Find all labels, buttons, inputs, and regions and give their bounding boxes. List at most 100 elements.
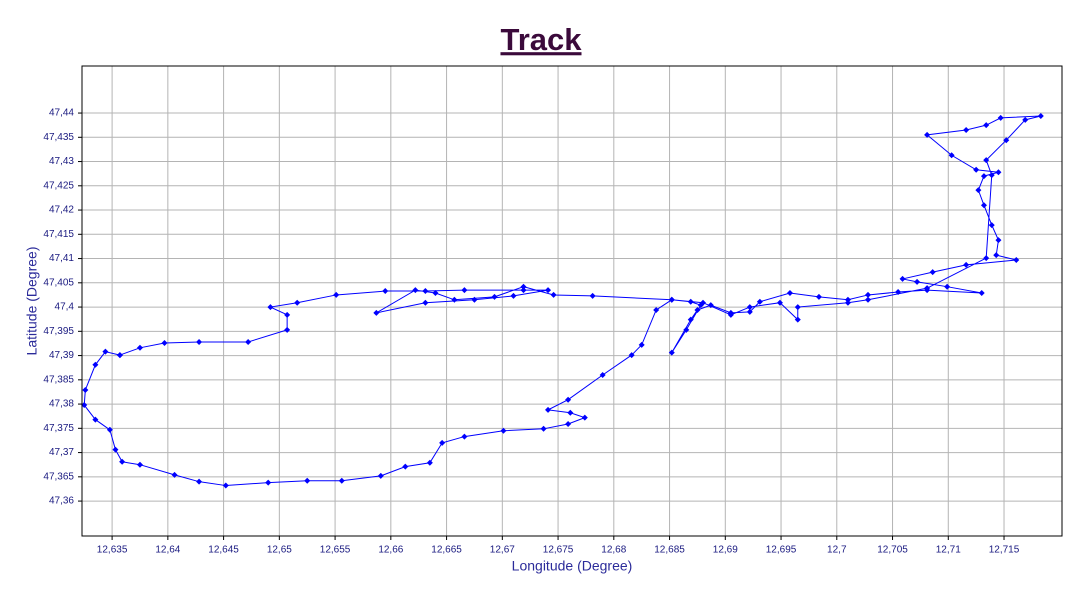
track-point — [265, 479, 272, 486]
track-point — [948, 152, 955, 159]
track-point — [963, 127, 970, 134]
x-tick-label: 12,66 — [378, 545, 403, 556]
track-point — [102, 348, 109, 355]
track-point — [776, 299, 783, 306]
track-point — [786, 289, 793, 296]
y-tick-label: 47,39 — [49, 350, 74, 361]
track-point — [963, 261, 970, 268]
track-point — [112, 446, 119, 453]
track-point — [196, 478, 203, 485]
track-point — [581, 414, 588, 421]
track-point — [520, 287, 527, 294]
y-tick-label: 47,435 — [43, 132, 74, 143]
plot-frame — [81, 65, 1063, 537]
x-tick-label: 12,715 — [989, 545, 1020, 556]
x-tick-label: 12,7 — [827, 545, 847, 556]
track-point — [865, 291, 872, 298]
track-point — [92, 416, 99, 423]
track-point — [565, 420, 572, 427]
track-point — [545, 287, 552, 294]
x-tick-label: 12,71 — [936, 545, 961, 556]
x-tick-label: 12,665 — [431, 545, 462, 556]
y-tick-label: 47,37 — [49, 447, 74, 458]
track-point — [565, 396, 572, 403]
track-point — [746, 304, 753, 311]
x-tick-label: 12,64 — [155, 545, 180, 556]
track-point — [422, 299, 429, 306]
track-point — [1037, 112, 1044, 119]
x-tick-label: 12,65 — [267, 545, 292, 556]
track-point — [119, 458, 126, 465]
track-point — [222, 482, 229, 489]
track-point — [373, 309, 380, 316]
track-point — [284, 311, 291, 318]
track-point — [844, 299, 851, 306]
track-point — [550, 291, 557, 298]
y-tick-label: 47,41 — [49, 253, 74, 264]
track-point — [196, 338, 203, 345]
x-tick-label: 12,69 — [713, 545, 738, 556]
y-tick-label: 47,405 — [43, 277, 74, 288]
track-point — [426, 459, 433, 466]
track-point — [471, 296, 478, 303]
track-point — [980, 173, 987, 180]
track-point — [136, 461, 143, 468]
track-point — [995, 169, 1002, 176]
x-tick-label: 12,705 — [877, 545, 908, 556]
track-point — [993, 252, 1000, 259]
track-point — [377, 472, 384, 479]
track-point — [746, 308, 753, 315]
track-point — [338, 477, 345, 484]
track-point — [668, 296, 675, 303]
track-point — [545, 406, 552, 413]
track-point — [995, 237, 1002, 244]
track-point — [973, 166, 980, 173]
track-point — [895, 289, 902, 296]
track-point — [599, 371, 606, 378]
track-point — [510, 292, 517, 299]
track-point — [1013, 257, 1020, 264]
x-tick-label: 12,635 — [97, 545, 128, 556]
track-point — [540, 425, 547, 432]
track-point — [638, 341, 645, 348]
y-tick-label: 47,42 — [49, 205, 74, 216]
y-tick-label: 47,36 — [49, 496, 74, 507]
track-point — [422, 288, 429, 295]
track-point — [461, 287, 468, 294]
track-point — [491, 293, 498, 300]
y-tick-label: 47,425 — [43, 180, 74, 191]
track-point — [997, 114, 1004, 121]
track-point — [756, 298, 763, 305]
chart-title: Track — [500, 22, 582, 57]
track-point — [567, 409, 574, 416]
track-point — [81, 402, 88, 409]
track-point — [82, 387, 89, 394]
track-point — [402, 463, 409, 470]
y-tick-label: 47,415 — [43, 229, 74, 240]
track-point — [700, 299, 707, 306]
track-point — [136, 344, 143, 351]
track-point — [983, 157, 990, 164]
track-point — [668, 349, 675, 356]
track-point — [914, 278, 921, 285]
x-tick-label: 12,645 — [208, 545, 239, 556]
track-point — [284, 326, 291, 333]
track-point — [687, 298, 694, 305]
y-tick-label: 47,385 — [43, 374, 74, 385]
x-axis-label: Longitude (Degree) — [512, 558, 633, 574]
track-point — [924, 285, 931, 292]
y-tick-label: 47,395 — [43, 326, 74, 337]
track-point — [161, 339, 168, 346]
x-tick-label: 12,685 — [654, 545, 685, 556]
track-point — [929, 269, 936, 276]
y-axis-label: Latitude (Degree) — [24, 247, 40, 356]
track-point — [983, 255, 990, 262]
track-point — [267, 304, 274, 311]
y-tick-label: 47,38 — [49, 399, 74, 410]
y-tick-label: 47,44 — [49, 108, 74, 119]
track-point — [980, 202, 987, 209]
track-point — [294, 299, 301, 306]
track-point — [412, 287, 419, 294]
